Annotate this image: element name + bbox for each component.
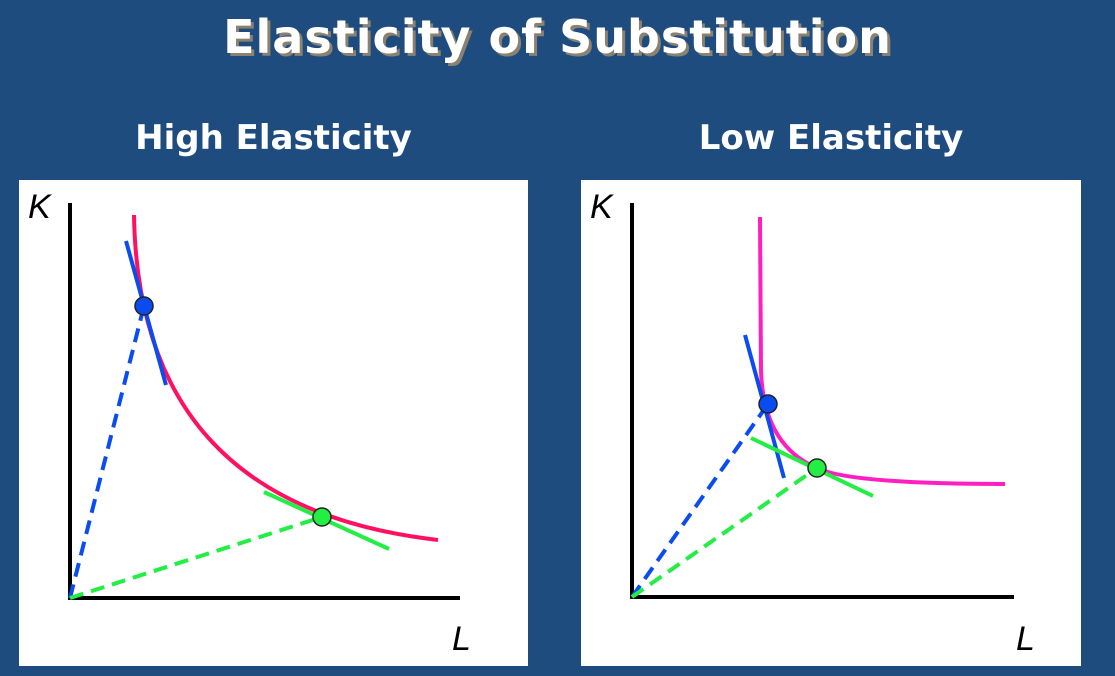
isoquant-curve	[758, 216, 1006, 486]
panel-low-elasticity	[581, 180, 1081, 666]
blue-point	[758, 394, 778, 414]
green-ray-dashed	[630, 466, 819, 599]
x-axis-label: L	[452, 620, 471, 658]
blue-ray-dashed	[68, 305, 146, 599]
green-point	[312, 507, 332, 527]
isoquant-curve	[132, 214, 439, 542]
green-point	[807, 458, 827, 478]
y-axis-label: K	[590, 188, 614, 226]
x-axis-label: L	[1016, 620, 1035, 658]
panel-title-high: High Elasticity	[135, 118, 412, 158]
blue-ray-dashed	[630, 402, 770, 599]
high-elasticity-diagram: K L	[28, 188, 471, 658]
panel-title-low: Low Elasticity	[698, 118, 964, 158]
panel-high-elasticity	[19, 180, 528, 666]
blue-point	[134, 296, 154, 316]
y-axis-label: K	[28, 188, 52, 226]
low-elasticity-diagram: K L	[590, 188, 1035, 658]
page-title: Elasticity of Substitution	[223, 10, 892, 64]
green-ray-dashed	[69, 515, 323, 600]
